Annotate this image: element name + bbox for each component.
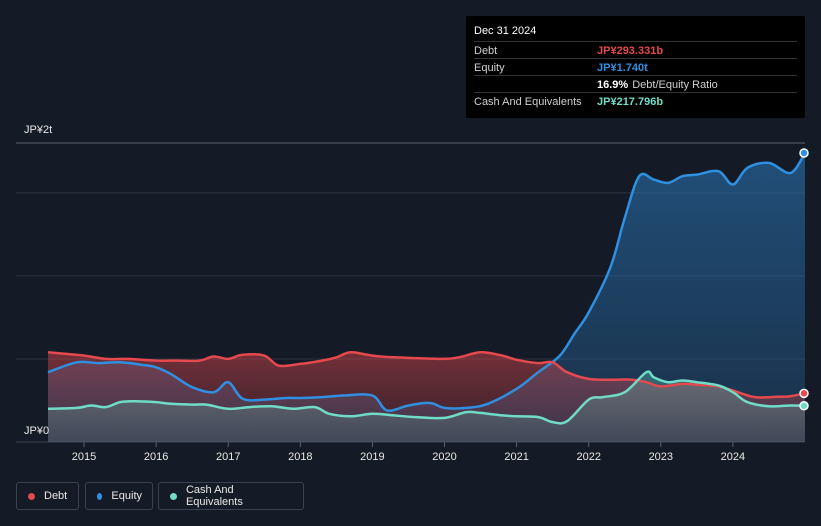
legend-debt-button[interactable]: Debt — [16, 482, 79, 510]
legend-cash-dot — [170, 492, 177, 500]
tooltip-ratio-value: 16.9% — [597, 79, 629, 91]
legend-debt-label: Debt — [44, 490, 68, 502]
x-tick-label: 2020 — [432, 451, 456, 463]
y-axis-top-label: JP¥2t — [24, 124, 53, 136]
debt-line — [47, 351, 806, 399]
x-tick-label: 2017 — [216, 451, 240, 463]
legend-cash-label: Cash And Equivalents — [185, 484, 243, 508]
debt-end-marker — [799, 388, 809, 399]
chart-lines — [47, 152, 807, 425]
x-tick-label: 2024 — [721, 451, 745, 463]
tooltip-row-equity: Equity JP¥1.740t — [474, 58, 797, 76]
equity-line — [47, 152, 807, 412]
tooltip-equity-value: JP¥1.740t — [597, 62, 648, 74]
equity-area — [48, 153, 805, 442]
chart-areas — [48, 153, 805, 442]
tooltip-debt-value: JP¥293.331b — [597, 45, 664, 57]
legend-equity-label: Equity — [111, 490, 142, 502]
legend-debt-dot — [28, 492, 35, 500]
tooltip: Dec 31 2024 Debt JP¥293.331b Equity JP¥1… — [466, 16, 805, 118]
tooltip-ratio: 16.9% Debt/Equity Ratio — [597, 79, 718, 91]
tooltip-row-debt: Debt JP¥293.331b — [474, 41, 797, 59]
cash-end-marker — [799, 401, 809, 411]
legend-cash-button[interactable]: Cash And Equivalents — [158, 482, 304, 510]
cash-area — [48, 371, 805, 442]
x-tick-label: 2023 — [649, 451, 673, 463]
x-tick-label: 2018 — [288, 451, 312, 463]
legend-equity-button[interactable]: Equity — [85, 482, 153, 510]
tooltip-cash-value: JP¥217.796b — [597, 96, 664, 108]
x-tick-label: 2021 — [504, 451, 528, 463]
end-markers — [799, 148, 809, 411]
cash-line — [47, 370, 806, 425]
x-tick-label: 2022 — [576, 451, 600, 463]
y-axis-zero-label: JP¥0 — [24, 425, 50, 437]
tooltip-row-ratio: 16.9% Debt/Equity Ratio — [474, 75, 797, 93]
x-tick-label: 2016 — [144, 451, 168, 463]
tooltip-ratio-label: Debt/Equity Ratio — [632, 79, 718, 91]
tooltip-equity-label: Equity — [474, 62, 505, 74]
x-axis: 2015 2016 2017 2018 2019 2020 2021 2022 2023 2024 — [72, 442, 745, 463]
tooltip-debt-label: Debt — [474, 45, 498, 57]
equity-end-marker — [799, 148, 809, 158]
legend-equity-dot — [97, 492, 103, 500]
tooltip-cash-label: Cash And Equivalents — [474, 96, 582, 108]
tooltip-date: Dec 31 2024 — [474, 25, 537, 37]
tooltip-row-cash: Cash And Equivalents JP¥217.796b — [474, 92, 797, 110]
x-tick-label: 2015 — [72, 451, 96, 463]
x-tick-label: 2019 — [360, 451, 384, 463]
